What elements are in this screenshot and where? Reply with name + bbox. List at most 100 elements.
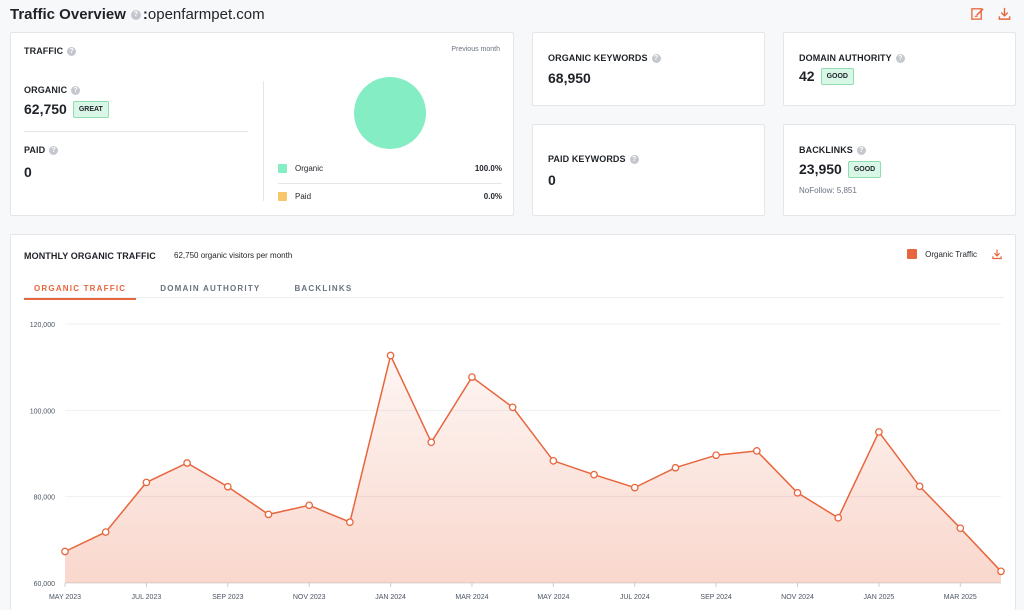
page-title-text: Traffic Overview: [10, 6, 126, 23]
status-badge: GREAT: [72, 101, 109, 119]
data-point: [956, 524, 965, 533]
organic-keywords-label: ORGANIC KEYWORDS?: [548, 53, 661, 64]
paid-swatch: [278, 192, 287, 201]
organic-keywords-card: ORGANIC KEYWORDS? 68,950: [532, 32, 765, 106]
divider: [24, 131, 248, 132]
divider: [278, 183, 502, 184]
y-tick-label: 100,000: [30, 408, 55, 415]
x-tick-label: SEP 2023: [212, 594, 244, 601]
organic-label: ORGANIC?: [24, 85, 81, 96]
status-badge: GOOD: [820, 68, 854, 86]
x-tick-label: MAR 2024: [455, 594, 488, 601]
series-line: [64, 353, 1002, 572]
page-header: Traffic Overview?:openfarmpet.com: [0, 0, 1024, 30]
paid-keywords-value: 0: [548, 172, 556, 188]
backlinks-label: BACKLINKS?: [799, 145, 866, 156]
help-icon[interactable]: ?: [629, 155, 639, 165]
domain-authority-row: 42 GOOD: [799, 68, 854, 86]
data-point: [142, 478, 151, 487]
y-tick-label: 120,000: [30, 322, 55, 329]
backlinks-card: BACKLINKS? 23,950 GOOD NoFollow: 5,851: [783, 124, 1016, 216]
chart-tabs: ORGANIC TRAFFIC DOMAIN AUTHORITY BACKLIN…: [24, 282, 376, 300]
tab-organic-traffic[interactable]: ORGANIC TRAFFIC: [24, 282, 137, 300]
help-icon[interactable]: ?: [895, 54, 905, 64]
traffic-card: TRAFFIC? Previous month ORGANIC? 62,750 G…: [10, 32, 514, 216]
organic-traffic-chart: 60,000 80,000 100,000 120,000 MAY 2023 JUL 2…: [30, 322, 1005, 601]
x-tick-label: JAN 2024: [375, 594, 406, 601]
data-point: [386, 351, 395, 360]
domain-name: openfarmpet.com: [147, 6, 265, 23]
x-tick-label: JAN 2025: [864, 594, 895, 601]
x-tick-label: JUL 2024: [620, 594, 650, 601]
monthly-traffic-card: MONTHLY ORGANIC TRAFFIC 62,750 organic v…: [10, 234, 1016, 610]
traffic-pie-chart: [354, 77, 426, 149]
data-point: [875, 428, 883, 436]
data-point: [915, 482, 924, 491]
header-actions: [970, 6, 1012, 21]
data-point: [630, 483, 639, 492]
domain-authority-card: DOMAIN AUTHORITY? 42 GOOD: [783, 32, 1016, 106]
data-point: [752, 447, 761, 455]
data-point: [671, 463, 680, 472]
legend-pct: 0.0%: [483, 192, 502, 201]
organic-value-row: 62,750 GREAT: [24, 101, 109, 119]
x-tick-label: MAR 2025: [944, 594, 977, 601]
domain-authority-label: DOMAIN AUTHORITY?: [799, 53, 905, 64]
help-icon[interactable]: ?: [49, 146, 59, 156]
chart-legend[interactable]: Organic Traffic: [907, 249, 977, 259]
help-icon[interactable]: ?: [67, 47, 77, 57]
legend-row-paid: Paid 0.0%: [278, 192, 502, 201]
x-tick-label: SEP 2024: [700, 594, 732, 601]
data-point: [101, 528, 110, 536]
data-point: [305, 501, 314, 510]
legend-pct: 100.0%: [474, 164, 502, 173]
x-tick-label: NOV 2024: [781, 594, 814, 601]
backlinks-value: 23,950: [799, 161, 842, 177]
data-point: [549, 456, 558, 465]
page-title: Traffic Overview?:openfarmpet.com: [10, 6, 265, 23]
download-icon[interactable]: [997, 6, 1012, 21]
organic-value: 62,750: [24, 101, 67, 117]
help-icon[interactable]: ?: [651, 54, 661, 64]
data-point: [427, 438, 436, 447]
y-tick-label: 80,000: [34, 495, 56, 502]
data-point: [264, 510, 273, 519]
divider: [263, 81, 264, 201]
data-point: [793, 488, 802, 497]
status-badge: GOOD: [847, 161, 882, 179]
data-point: [712, 451, 720, 460]
data-point: [223, 482, 232, 491]
data-point: [61, 547, 69, 556]
y-tick-label: 60,000: [34, 581, 56, 588]
help-icon[interactable]: ?: [130, 10, 141, 21]
data-point: [346, 518, 354, 526]
download-icon[interactable]: [991, 247, 1003, 265]
data-point: [468, 373, 476, 381]
data-point: [590, 470, 598, 479]
help-icon[interactable]: ?: [71, 86, 81, 96]
paid-keywords-card: PAID KEYWORDS? 0: [532, 124, 765, 216]
series-area: [65, 355, 1001, 583]
x-tick-label: JUL 2023: [132, 594, 162, 601]
monthly-subtitle: 62,750 organic visitors per month: [174, 251, 293, 260]
legend-label: Paid: [295, 192, 312, 201]
paid-label: PAID?: [24, 145, 59, 156]
title-separator: :: [142, 6, 148, 23]
tab-backlinks[interactable]: BACKLINKS: [294, 284, 353, 293]
paid-value: 0: [24, 164, 32, 180]
data-point: [183, 459, 191, 467]
x-tick-label: MAY 2023: [49, 594, 81, 601]
organic-keywords-value: 68,950: [548, 70, 591, 86]
data-point: [508, 403, 517, 412]
x-tick-label: NOV 2023: [293, 594, 326, 601]
edit-icon[interactable]: [970, 6, 985, 21]
help-icon[interactable]: ?: [856, 146, 866, 156]
x-tick-label: MAY 2024: [537, 594, 569, 601]
tab-domain-authority[interactable]: DOMAIN AUTHORITY: [160, 284, 261, 293]
legend-label: Organic Traffic: [925, 249, 977, 259]
period-label: Previous month: [451, 46, 500, 53]
data-point: [834, 513, 843, 522]
legend-swatch: [907, 249, 918, 259]
monthly-traffic-label: MONTHLY ORGANIC TRAFFIC: [24, 251, 156, 261]
nofollow-count: NoFollow: 5,851: [799, 186, 857, 195]
